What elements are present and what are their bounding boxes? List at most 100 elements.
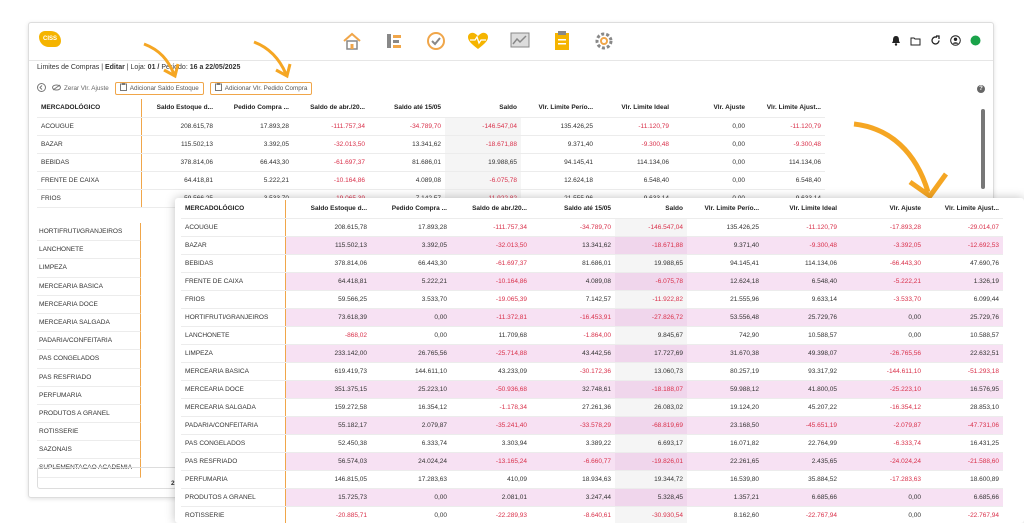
- category-list-item[interactable]: PERFUMARIA: [37, 386, 141, 405]
- table-row[interactable]: BAZAR 115.502,13 3.392,05 -32.013,50 13.341,…: [181, 236, 1003, 255]
- column-header[interactable]: Vlr. Limite Ajust...: [749, 99, 825, 118]
- chart-board-icon[interactable]: [509, 30, 531, 52]
- table-cell: -3.533,70: [841, 290, 925, 309]
- table-row[interactable]: MERCEARIA SALGADA 159.272,58 16.354,12 -1.1…: [181, 398, 1003, 417]
- user-actions: [890, 35, 981, 46]
- category-list-item[interactable]: MERCEARIA DOCE: [37, 295, 141, 314]
- column-header[interactable]: Vlr. Limite Perío...: [521, 99, 597, 118]
- table-row[interactable]: PERFUMARIA 146.815,05 17.283,63 410,09 18.93…: [181, 470, 1003, 489]
- column-header[interactable]: Saldo até 15/05: [369, 99, 445, 118]
- table-row[interactable]: PAS RESFRIADO 56.574,03 24.024,24 -13.165,2…: [181, 452, 1003, 471]
- table-row[interactable]: PADARIA/CONFEITARIA 55.182,17 2.079,87 -35.…: [181, 416, 1003, 435]
- table-cell: ACOUGUE: [37, 117, 142, 136]
- column-header[interactable]: Saldo: [445, 99, 521, 118]
- table-row[interactable]: LIMPEZA 233.142,00 26.765,56 -25.714,88 43.4…: [181, 344, 1003, 363]
- column-header[interactable]: MERCADOLÓGICO: [37, 99, 142, 118]
- table-cell: 1.326,19: [925, 272, 1003, 291]
- table-cell: 18.934,63: [531, 470, 615, 489]
- help-icon[interactable]: ?: [977, 85, 985, 93]
- folder-icon[interactable]: [910, 35, 921, 46]
- column-header[interactable]: Vlr. Limite Perío...: [687, 200, 763, 219]
- annotation-arrow-3: [853, 121, 949, 198]
- table-row[interactable]: BEBIDAS 378.814,06 66.443,30 -61.697,37 81.6…: [37, 153, 825, 172]
- back-icon[interactable]: [37, 82, 46, 94]
- table-cell: 5.328,45: [615, 488, 687, 507]
- table-row[interactable]: BEBIDAS 378.814,06 66.443,30 -61.697,37 81.6…: [181, 254, 1003, 273]
- column-header[interactable]: Vlr. Limite Ajust...: [925, 200, 1003, 219]
- table-cell: 6.548,40: [763, 272, 841, 291]
- table-row[interactable]: PRODUTOS A GRANEL 15.725,73 0,00 2.081,01 3.…: [181, 488, 1003, 507]
- table-row[interactable]: ROTISSERIE -20.885,71 0,00 -22.289,93 -8.640…: [181, 506, 1003, 523]
- table-row[interactable]: MERCEARIA BASICA 619.419,73 144.611,10 43.2…: [181, 362, 1003, 381]
- table-row[interactable]: PAS CONGELADOS 52.450,38 6.333,74 3.303,94 3…: [181, 434, 1003, 453]
- table-cell: FRENTE DE CAIXA: [37, 171, 142, 190]
- category-list-item[interactable]: LIMPEZA: [37, 259, 141, 278]
- refresh-icon[interactable]: [930, 35, 941, 46]
- category-list-item[interactable]: HORTIFRUTI/GRANJEIROS: [37, 223, 141, 242]
- table-row[interactable]: BAZAR 115.502,13 3.392,05 -32.013,50 13.341,…: [37, 135, 825, 154]
- column-header[interactable]: Vlr. Limite Ideal: [763, 200, 841, 219]
- table-row[interactable]: LANCHONETE -868,02 0,00 11.709,68 -1.864,00 9…: [181, 326, 1003, 345]
- clipboard-icon[interactable]: [551, 30, 573, 52]
- zerar-ajuste-button[interactable]: Zerar Vlr. Ajuste: [52, 84, 109, 93]
- process-flow-icon[interactable]: [383, 30, 405, 52]
- table-row[interactable]: HORTIFRUTI/GRANJEIROS 73.618,39 0,00 -11.37…: [181, 308, 1003, 327]
- column-header[interactable]: Vlr. Ajuste: [673, 99, 749, 118]
- table-cell: 43.233,09: [451, 362, 531, 381]
- column-header[interactable]: MERCADOLÓGICO: [181, 200, 286, 219]
- table-cell: 6.693,17: [615, 434, 687, 453]
- category-list-item[interactable]: PADARIA/CONFEITARIA: [37, 332, 141, 351]
- table-row[interactable]: FRENTE DE CAIXA 64.418,81 5.222,21 -10.164,…: [181, 272, 1003, 291]
- category-list-item[interactable]: MERCEARIA SALGADA: [37, 313, 141, 333]
- table-cell: MERCEARIA SALGADA: [181, 398, 286, 417]
- bell-icon[interactable]: [890, 35, 901, 46]
- home-icon[interactable]: [341, 30, 363, 52]
- column-header[interactable]: Saldo: [615, 200, 687, 219]
- breadcrumb-module[interactable]: Limites de Compras: [37, 64, 100, 71]
- check-circle-icon[interactable]: [425, 30, 447, 52]
- category-list-item[interactable]: ROTISSERIE: [37, 423, 141, 442]
- table-cell: LIMPEZA: [181, 344, 286, 363]
- user-avatar-icon[interactable]: [950, 35, 961, 46]
- column-header[interactable]: Saldo de abr./20...: [293, 99, 369, 118]
- column-header[interactable]: Saldo Estoque d...: [285, 200, 371, 219]
- table-cell: 25.729,76: [763, 308, 841, 327]
- category-list-item[interactable]: PAS RESFRIADO: [37, 368, 141, 387]
- clipboard-small-icon: [214, 83, 222, 93]
- table-row[interactable]: FRENTE DE CAIXA 64.418,81 5.222,21 -10.164,…: [37, 171, 825, 190]
- vertical-scrollbar[interactable]: [981, 109, 985, 189]
- table-cell: 0,00: [371, 326, 451, 345]
- table-cell: 5.222,21: [371, 272, 451, 291]
- table-cell: 56.574,03: [285, 452, 371, 471]
- table-row[interactable]: MERCEARIA DOCE 351.375,15 25.223,10 -50.936…: [181, 380, 1003, 399]
- category-list-item[interactable]: MERCEARIA BASICA: [37, 277, 141, 296]
- table-cell: 25.729,76: [925, 308, 1003, 327]
- column-header[interactable]: Saldo Estoque d...: [141, 99, 217, 118]
- settings-gear-icon[interactable]: [593, 30, 615, 52]
- column-header[interactable]: Saldo de abr./20...: [451, 200, 531, 219]
- app-logo[interactable]: CISS: [39, 31, 61, 47]
- add-pedido-compra-button[interactable]: Adicionar Vlr. Pedido Compra: [209, 81, 313, 95]
- category-list-item[interactable]: PRODUTOS A GRANEL: [37, 404, 141, 424]
- column-header[interactable]: Saldo até 15/05: [531, 200, 615, 219]
- category-list-item[interactable]: SAZONAIS: [37, 441, 141, 460]
- table-cell: 19.988,65: [445, 153, 521, 172]
- table-cell: 7.142,57: [531, 290, 615, 309]
- category-list-item[interactable]: LANCHONETE: [37, 241, 141, 260]
- table-row[interactable]: ACOUGUE 208.615,78 17.893,28 -111.757,34 -34…: [37, 117, 825, 136]
- table-cell: -146.547,04: [445, 117, 521, 136]
- heart-pulse-icon[interactable]: [467, 30, 489, 52]
- table-cell: 6.099,44: [925, 290, 1003, 309]
- table-cell: 0,00: [673, 135, 749, 154]
- table-cell: -25.223,10: [841, 380, 925, 399]
- add-saldo-estoque-button[interactable]: Adicionar Saldo Estoque: [114, 81, 204, 95]
- table-row[interactable]: ACOUGUE 208.615,78 17.893,28 -111.757,34 -34…: [181, 218, 1003, 237]
- column-header[interactable]: Pedido Compra ...: [371, 200, 451, 219]
- column-header[interactable]: Pedido Compra ...: [217, 99, 293, 118]
- column-header[interactable]: Vlr. Limite Ideal: [597, 99, 673, 118]
- column-header[interactable]: Vlr. Ajuste: [841, 200, 925, 219]
- table-cell: 6.548,40: [749, 171, 825, 190]
- table-cell: 26.083,02: [615, 398, 687, 417]
- category-list-item[interactable]: PAS CONGELADOS: [37, 350, 141, 369]
